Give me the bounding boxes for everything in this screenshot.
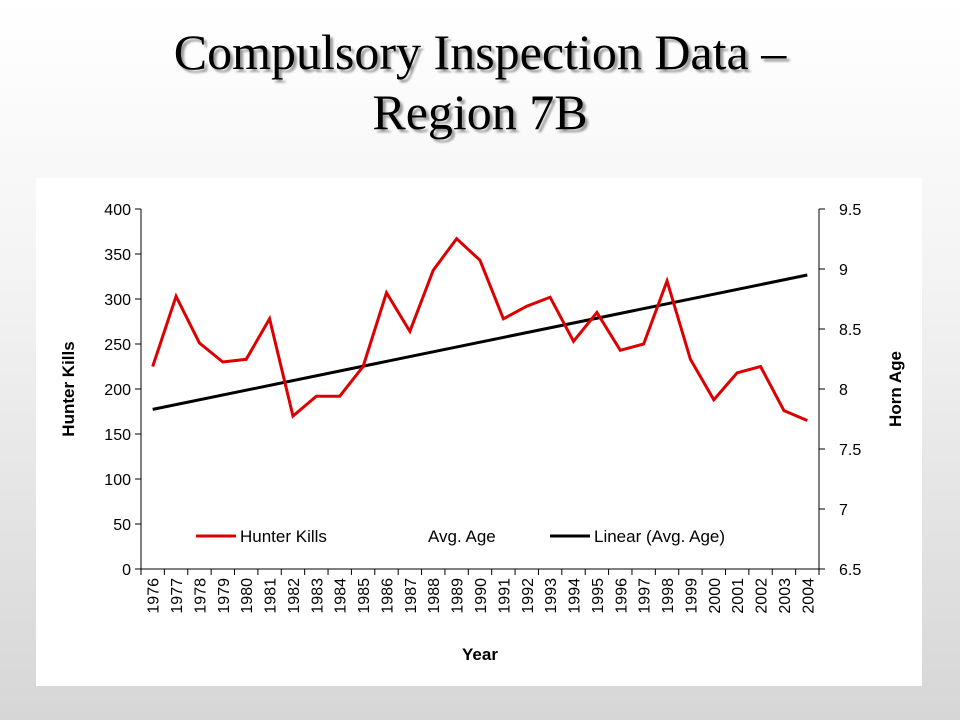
y2-tick-label: 8 — [839, 382, 848, 399]
series-line-hunter-kills — [151, 236, 808, 422]
slide-title-line-2: Region 7B — [372, 84, 588, 140]
slide-title: Compulsory Inspection Data – Region 7B — [0, 22, 960, 142]
y-tick-label: 150 — [104, 427, 131, 444]
x-tick-label: 1984 — [333, 578, 350, 614]
y-tick-label: 400 — [104, 202, 131, 219]
y-tick-label: 250 — [104, 337, 131, 354]
x-tick-label: 2001 — [730, 578, 747, 614]
y2-tick-label: 9 — [839, 262, 848, 279]
legend-label-avg-age: Avg. Age — [428, 527, 496, 546]
legend: Hunter Kills Avg. Age Linear (Avg. Age) — [196, 527, 725, 546]
x-tick-label: 1997 — [637, 578, 654, 614]
y2-axis-ticks: 6.5 7 7.5 8 8.5 9 9.5 — [819, 202, 861, 579]
y2-tick-label: 6.5 — [839, 562, 861, 579]
x-tick-label: 1990 — [473, 578, 490, 614]
trendline-linear-avg-age — [152, 273, 808, 411]
y-axis-ticks: 0 50 100 150 200 250 300 350 400 — [104, 202, 141, 579]
y-tick-label: 0 — [122, 562, 131, 579]
y-tick-label: 100 — [104, 472, 131, 489]
x-tick-label: 1988 — [426, 578, 443, 614]
y-tick-label: 200 — [104, 382, 131, 399]
y2-axis-title: Horn Age — [886, 351, 905, 427]
x-tick-label: 2003 — [777, 578, 794, 614]
legend-label-hunter-kills: Hunter Kills — [240, 527, 327, 546]
y2-tick-label: 7 — [839, 502, 848, 519]
series-layer — [151, 236, 808, 422]
x-tick-label: 1994 — [567, 578, 584, 614]
x-tick-label: 2004 — [800, 578, 817, 614]
x-axis-title: Year — [462, 645, 498, 664]
x-tick-label: 2000 — [707, 578, 724, 614]
x-axis-ticks: 1976 1977 1978 1979 1980 1981 1982 1983 1984 1985… — [140, 569, 820, 614]
x-tick-label: 1982 — [286, 578, 303, 614]
x-tick-label: 1978 — [192, 578, 209, 614]
x-tick-label: 1983 — [309, 578, 326, 614]
slide-title-line-1: Compulsory Inspection Data – — [173, 24, 787, 80]
x-tick-label: 1977 — [169, 578, 186, 614]
x-tick-label: 1998 — [660, 578, 677, 614]
x-tick-label: 1980 — [239, 578, 256, 614]
x-tick-label: 1985 — [356, 578, 373, 614]
x-tick-label: 1979 — [216, 578, 233, 614]
x-tick-label: 1996 — [613, 578, 630, 614]
chart-panel: 0 50 100 150 200 250 300 350 400 6.5 7 7.5 8 8.5 9 9.5… — [36, 178, 922, 686]
x-tick-label: 1991 — [496, 578, 513, 614]
x-tick-label: 1993 — [543, 578, 560, 614]
legend-label-linear-avg-age: Linear (Avg. Age) — [594, 527, 725, 546]
x-tick-label: 1986 — [379, 578, 396, 614]
x-tick-label: 1987 — [403, 578, 420, 614]
x-tick-label: 1992 — [520, 578, 537, 614]
y2-tick-label: 9.5 — [839, 202, 861, 219]
x-tick-label: 2002 — [754, 578, 771, 614]
line-chart: 0 50 100 150 200 250 300 350 400 6.5 7 7.5 8 8.5 9 9.5… — [59, 202, 905, 664]
x-tick-label: 1995 — [590, 578, 607, 614]
y-axis-title: Hunter Kills — [59, 341, 78, 436]
y2-tick-label: 7.5 — [839, 442, 861, 459]
x-tick-label: 1989 — [450, 578, 467, 614]
y-tick-label: 350 — [104, 247, 131, 264]
x-tick-label: 1981 — [263, 578, 280, 614]
x-tick-label: 1976 — [146, 578, 163, 614]
y-tick-label: 300 — [104, 292, 131, 309]
x-tick-label: 1999 — [683, 578, 700, 614]
y2-tick-label: 8.5 — [839, 322, 861, 339]
y-tick-label: 50 — [113, 517, 131, 534]
